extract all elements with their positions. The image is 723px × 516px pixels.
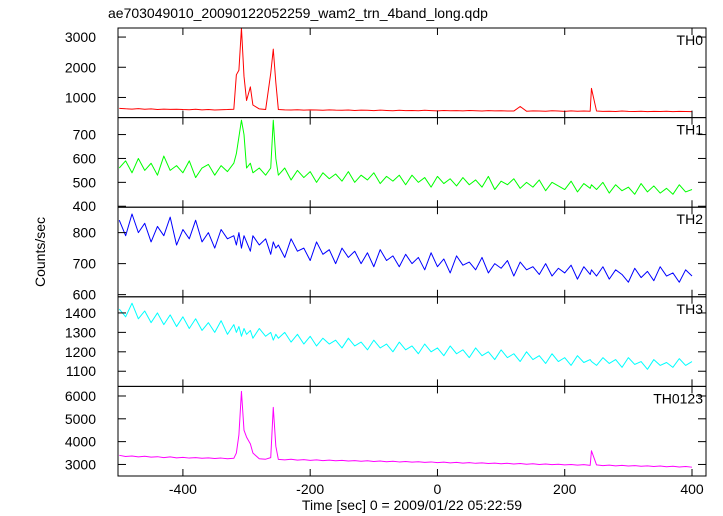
- x-tick-label: -200: [296, 481, 324, 497]
- y-tick-label: 3000: [65, 456, 96, 472]
- panel-frame: [117, 117, 707, 208]
- panel-frame: [117, 296, 707, 387]
- chart-title: ae703049010_20090122052259_wam2_trn_4ban…: [108, 5, 488, 21]
- y-tick-label: 3000: [65, 29, 96, 45]
- x-axis-label: Time [sec] 0 = 2009/01/22 05:22:59: [302, 497, 522, 513]
- data-line: [119, 28, 693, 113]
- y-tick-label: 1300: [65, 324, 96, 340]
- x-tick-label: 400: [680, 481, 704, 497]
- y-tick-label: 1200: [65, 344, 96, 360]
- panel-frame: [117, 206, 707, 298]
- panel-label: TH2: [677, 211, 704, 227]
- panel-label: TH3: [677, 301, 704, 317]
- x-tick-label: -400: [169, 481, 197, 497]
- y-tick-label: 4000: [65, 434, 96, 450]
- data-line: [118, 213, 693, 283]
- y-tick-label: 400: [73, 198, 97, 214]
- y-axis-label: Counts/sec: [32, 217, 48, 287]
- y-tick-label: 5000: [65, 411, 96, 427]
- y-tick-label: 1000: [65, 89, 96, 105]
- panel-label: TH1: [677, 122, 704, 138]
- y-tick-label: 6000: [65, 388, 96, 404]
- y-tick-label: 600: [73, 150, 97, 166]
- y-tick-label: 600: [73, 287, 97, 303]
- data-line: [119, 390, 693, 468]
- panel-label: TH0: [677, 32, 704, 48]
- data-line: [118, 119, 693, 195]
- y-tick-label: 700: [73, 256, 97, 272]
- panel-label: TH0123: [653, 390, 703, 406]
- panel-frame: [117, 27, 707, 119]
- x-tick-label: 200: [553, 481, 577, 497]
- y-tick-label: 2000: [65, 59, 96, 75]
- data-line: [118, 302, 693, 370]
- y-tick-label: 1100: [66, 363, 96, 379]
- x-tick-label: 0: [434, 481, 442, 497]
- panel-frame: [117, 385, 707, 477]
- y-tick-label: 800: [73, 225, 97, 241]
- y-tick-label: 500: [73, 174, 97, 190]
- y-tick-label: 1400: [65, 305, 96, 321]
- y-tick-label: 700: [73, 127, 97, 143]
